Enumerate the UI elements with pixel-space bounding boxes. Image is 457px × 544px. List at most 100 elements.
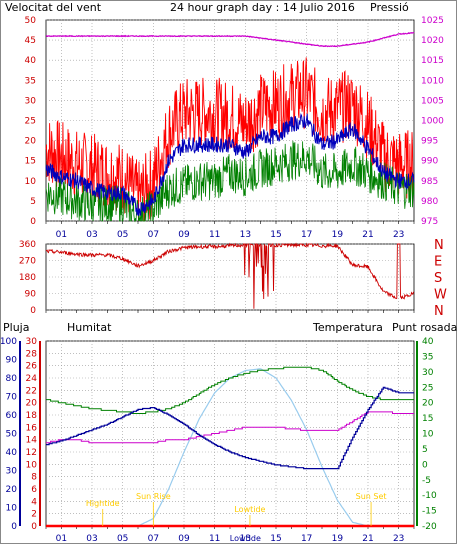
x-tick-label: 11 xyxy=(209,534,220,544)
pressure-y-tick: 985 xyxy=(421,177,438,187)
dewpoint-label: Punt rosada xyxy=(392,321,457,334)
x-tick-label: 13 xyxy=(240,230,251,240)
event-label: Lowtide xyxy=(234,505,265,514)
rain-y-tick: 30 xyxy=(26,337,38,347)
humidity-y-tick: 50 xyxy=(6,430,18,440)
wind-y-tick: 35 xyxy=(25,76,36,86)
temperature-label: Temperatura xyxy=(312,321,383,334)
event-label: Hightide xyxy=(86,499,120,508)
graph-title: 24 hour graph day : 14 Julio 2016 xyxy=(170,1,355,14)
temperature-y-tick: -20 xyxy=(422,522,437,532)
x-tick-label: 05 xyxy=(117,230,128,240)
rain-y-tick: 0 xyxy=(31,522,37,532)
wind-y-tick: 20 xyxy=(25,137,37,147)
rain-y-tick: 26 xyxy=(26,362,38,372)
temp-humidity-panel: 0102030405060708090100024681012141618202… xyxy=(0,337,437,544)
wind-y-tick: 15 xyxy=(25,157,36,167)
dewpoint-series xyxy=(46,411,414,444)
compass-label: S xyxy=(434,271,442,286)
pressure-y-tick: 980 xyxy=(421,197,438,207)
pressure-y-tick: 1005 xyxy=(421,96,444,106)
wind-gust-series xyxy=(45,57,415,222)
compass-label: W xyxy=(434,288,447,303)
x-tick-label: 01 xyxy=(56,534,67,544)
event-label: Sun Set xyxy=(356,492,387,501)
humidity-y-tick: 80 xyxy=(6,374,18,384)
wind-y-tick: 30 xyxy=(25,96,37,106)
x-tick-label: 21 xyxy=(362,534,373,544)
x-tick-label: 17 xyxy=(301,534,312,544)
temperature-y-tick: 10 xyxy=(422,430,434,440)
wind-speed-label: Velocitat del vent xyxy=(5,1,102,14)
pressure-label: Pressió xyxy=(370,1,409,14)
wind-y-tick: 40 xyxy=(25,56,37,66)
x-tick-label: 07 xyxy=(148,534,159,544)
rain-y-tick: 2 xyxy=(31,510,37,520)
rain-y-tick: 22 xyxy=(26,386,37,396)
bottom-event-label: Lowtide xyxy=(230,534,261,543)
x-tick-label: 11 xyxy=(209,230,220,240)
temperature-y-tick: 0 xyxy=(422,460,428,470)
x-tick-label: 03 xyxy=(86,534,97,544)
temperature-y-tick: 5 xyxy=(422,445,428,455)
humidity-y-tick: 0 xyxy=(11,522,17,532)
temperature-y-tick: 25 xyxy=(422,383,433,393)
rain-y-tick: 16 xyxy=(26,423,38,433)
x-tick-label: 09 xyxy=(178,230,190,240)
temperature-y-tick: 20 xyxy=(422,399,434,409)
pressure-y-tick: 1000 xyxy=(421,117,444,127)
pressure-y-tick: 1010 xyxy=(421,76,444,86)
wind-y-tick: 50 xyxy=(25,16,37,26)
x-tick-label: 09 xyxy=(178,534,190,544)
direction-y-tick: 90 xyxy=(25,290,37,300)
wind-direction-series xyxy=(45,242,415,309)
x-tick-label: 17 xyxy=(301,230,312,240)
event-label: Sun Rise xyxy=(136,492,171,501)
temperature-y-tick: 35 xyxy=(422,352,433,362)
temperature-y-tick: -5 xyxy=(422,476,431,486)
wind-y-tick: 0 xyxy=(30,217,36,227)
rain-y-tick: 14 xyxy=(26,436,38,446)
temperature-y-tick: 30 xyxy=(422,368,434,378)
wind-pressure-panel: 0510152025303540455097598098599099510001… xyxy=(25,16,445,240)
rain-y-tick: 28 xyxy=(26,349,38,359)
direction-y-tick: 360 xyxy=(19,240,36,250)
pressure-y-tick: 995 xyxy=(421,137,438,147)
temperature-y-tick: 40 xyxy=(422,337,434,347)
x-tick-label: 23 xyxy=(393,534,404,544)
humidity-y-tick: 100 xyxy=(0,337,17,347)
humidity-y-tick: 60 xyxy=(6,411,18,421)
x-tick-label: 15 xyxy=(270,230,281,240)
rain-y-tick: 6 xyxy=(31,485,37,495)
wind-avg-series xyxy=(45,113,415,217)
rain-y-tick: 20 xyxy=(26,399,38,409)
humidity-label: Humitat xyxy=(67,321,112,334)
temperature-y-tick: -10 xyxy=(422,491,437,501)
temperature-y-tick: 15 xyxy=(422,414,433,424)
x-tick-label: 13 xyxy=(240,534,251,544)
rain-y-tick: 12 xyxy=(26,448,37,458)
temperature-series xyxy=(46,366,414,414)
wind-y-tick: 5 xyxy=(30,197,36,207)
rain-label: Pluja xyxy=(3,321,29,334)
wind-y-tick: 45 xyxy=(25,36,36,46)
x-tick-label: 03 xyxy=(86,230,97,240)
x-tick-label: 07 xyxy=(148,230,159,240)
pressure-y-tick: 975 xyxy=(421,217,438,227)
rain-y-tick: 8 xyxy=(31,473,37,483)
humidity-y-tick: 70 xyxy=(6,393,18,403)
humidity-series xyxy=(46,386,414,470)
direction-y-tick: 0 xyxy=(30,306,36,316)
pressure-y-tick: 990 xyxy=(421,157,438,167)
humidity-y-tick: 40 xyxy=(6,448,18,458)
x-tick-label: 01 xyxy=(56,230,67,240)
compass-label: N xyxy=(434,238,444,253)
x-tick-label: 21 xyxy=(362,230,373,240)
compass-label: N xyxy=(434,304,444,319)
wind-y-tick: 25 xyxy=(25,117,36,127)
pressure-series xyxy=(46,31,415,48)
rain-y-tick: 10 xyxy=(26,460,38,470)
humidity-y-tick: 30 xyxy=(6,467,18,477)
